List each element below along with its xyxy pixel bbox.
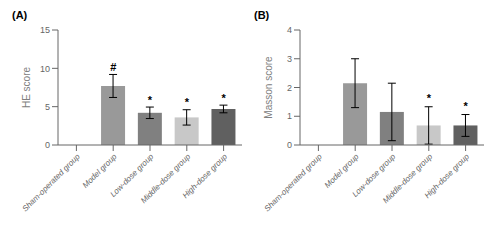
svg-text:Model group: Model group — [81, 152, 119, 190]
svg-text:Sham-operated group: Sham-operated group — [20, 152, 82, 214]
svg-text:#: # — [110, 61, 116, 73]
svg-text:4: 4 — [287, 25, 292, 35]
svg-text:Low-dose group: Low-dose group — [350, 152, 398, 199]
svg-text:10: 10 — [40, 64, 50, 74]
svg-text:15: 15 — [40, 25, 50, 35]
svg-text:Masson score: Masson score — [263, 56, 274, 119]
svg-text:Middle-dose group: Middle-dose group — [381, 152, 435, 206]
svg-text:*: * — [427, 92, 432, 104]
svg-text:Low-dose group: Low-dose group — [108, 152, 156, 199]
svg-text:*: * — [221, 92, 226, 104]
svg-text:HE score: HE score — [21, 67, 32, 109]
svg-text:*: * — [185, 96, 190, 108]
svg-text:3: 3 — [287, 54, 292, 64]
svg-text:2: 2 — [287, 83, 292, 93]
svg-text:1: 1 — [287, 111, 292, 121]
svg-text:*: * — [463, 100, 468, 112]
svg-text:Sham-operated group: Sham-operated group — [262, 152, 324, 214]
svg-text:Middle-dose group: Middle-dose group — [139, 152, 193, 206]
svg-text:0: 0 — [45, 140, 50, 150]
svg-text:High-dose group: High-dose group — [181, 152, 230, 201]
svg-text:High-dose group: High-dose group — [423, 152, 472, 201]
svg-text:0: 0 — [287, 140, 292, 150]
svg-text:Model group: Model group — [323, 152, 361, 190]
svg-text:5: 5 — [45, 102, 50, 112]
svg-text:*: * — [148, 94, 153, 106]
html-text:(B): (B) — [254, 9, 270, 21]
html-text:(A): (A) — [12, 9, 28, 21]
